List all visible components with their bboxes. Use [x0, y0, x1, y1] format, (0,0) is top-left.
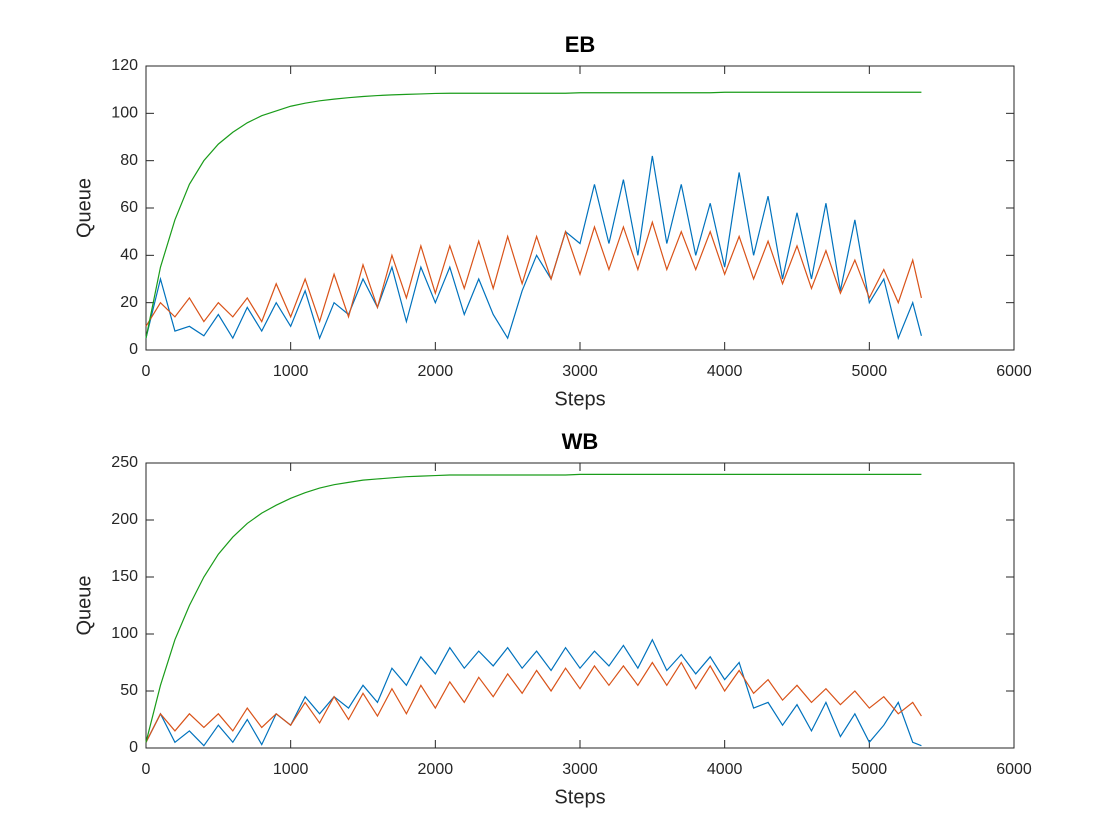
y-tick-label: 80 [120, 152, 138, 169]
x-tick-label: 5000 [852, 363, 888, 380]
y-tick-label: 60 [120, 199, 138, 216]
data-line [145, 220, 922, 327]
data-line [145, 473, 922, 743]
y-tick-label: 0 [129, 341, 138, 358]
x-tick-label: 2000 [418, 761, 454, 778]
x-tick-label: 4000 [707, 761, 743, 778]
axes-box [145, 65, 1015, 351]
chart-title: EB [565, 32, 596, 57]
y-axis-label: Queue [73, 575, 95, 635]
x-axis-label: Steps [554, 388, 605, 410]
x-tick-label: 0 [142, 761, 151, 778]
x-tick-label: 1000 [273, 363, 309, 380]
y-tick-label: 200 [111, 511, 138, 528]
y-tick-label: 0 [129, 739, 138, 756]
chart-title: WB [562, 429, 599, 454]
x-tick-label: 0 [142, 363, 151, 380]
data-line [145, 661, 922, 743]
data-line [145, 155, 922, 341]
x-tick-label: 6000 [996, 363, 1032, 380]
y-tick-label: 20 [120, 294, 138, 311]
y-tick-label: 100 [111, 105, 138, 122]
x-tick-label: 4000 [707, 363, 743, 380]
y-tick-label: 120 [111, 57, 138, 74]
y-tick-label: 100 [111, 625, 138, 642]
y-tick-label: 40 [120, 247, 138, 264]
x-tick-label: 3000 [562, 363, 598, 380]
x-axis-label: Steps [554, 786, 605, 808]
x-tick-label: 6000 [996, 761, 1032, 778]
x-tick-label: 3000 [562, 761, 598, 778]
data-line [145, 91, 922, 339]
y-tick-label: 50 [120, 682, 138, 699]
x-tick-label: 5000 [852, 761, 888, 778]
y-axis-label: Queue [73, 178, 95, 238]
x-tick-label: 2000 [418, 363, 454, 380]
y-tick-label: 150 [111, 568, 138, 585]
x-tick-label: 1000 [273, 761, 309, 778]
y-tick-label: 250 [111, 454, 138, 471]
axes-box [145, 462, 1015, 749]
